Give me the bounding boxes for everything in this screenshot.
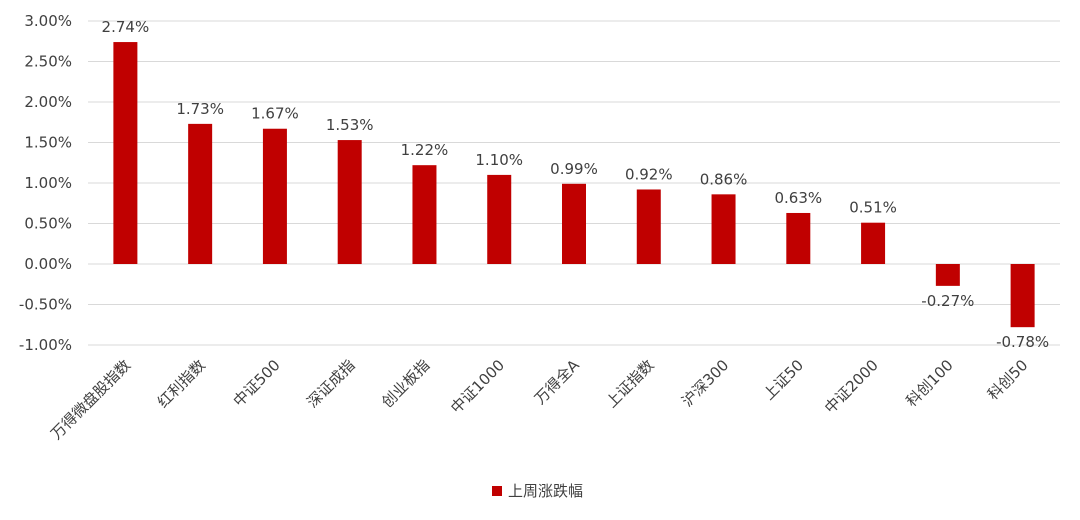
bar	[262, 128, 287, 264]
y-tick-label: 0.00%	[24, 255, 72, 273]
x-tick-label: 中证2000	[821, 356, 882, 417]
data-label: 2.74%	[102, 18, 150, 36]
y-tick-label: 0.50%	[24, 215, 72, 233]
data-label: 0.86%	[700, 170, 748, 188]
bars	[113, 42, 1035, 328]
gridlines	[88, 20, 1060, 346]
x-tick-label: 上证50	[760, 356, 807, 403]
legend: 上周涨跌幅	[492, 482, 583, 500]
x-tick-label: 中证500	[230, 356, 284, 410]
y-tick-label: 1.50%	[24, 134, 72, 152]
bar	[412, 165, 437, 264]
x-tick-label: 深证成指	[303, 356, 358, 411]
data-label: 1.10%	[475, 151, 523, 169]
y-tick-label: -1.00%	[19, 336, 72, 354]
data-label: -0.27%	[921, 292, 974, 310]
bar	[935, 264, 960, 286]
data-label: 1.73%	[176, 100, 224, 118]
data-labels: 2.74% 1.73% 1.67% 1.53% 1.22% 1.10% 0.99% 0.92%…	[102, 18, 1050, 351]
bar	[113, 42, 138, 265]
bar	[487, 174, 512, 264]
bar	[861, 222, 886, 264]
bar	[1010, 264, 1035, 328]
data-label: 0.63%	[774, 189, 822, 207]
data-label: 0.92%	[625, 165, 673, 183]
x-axis: 万得微盘股指数 红利指数 中证500 深证成指 创业板指 中证1000 万得全A 上证指数 沪深…	[47, 356, 1031, 444]
y-tick-label: 2.50%	[24, 53, 72, 71]
data-label: 1.67%	[251, 105, 299, 123]
x-tick-label: 沪深300	[678, 356, 732, 410]
legend-label: 上周涨跌幅	[508, 482, 583, 500]
x-tick-label: 万得全A	[531, 356, 583, 408]
bar	[711, 194, 736, 264]
y-tick-label: 3.00%	[24, 12, 72, 30]
y-tick-label: -0.50%	[19, 296, 72, 314]
x-tick-label: 红利指数	[154, 356, 209, 411]
x-tick-label: 万得微盘股指数	[47, 356, 134, 443]
x-tick-label: 科创50	[984, 356, 1031, 403]
y-tick-label: 1.00%	[24, 174, 72, 192]
y-tick-label: 2.00%	[24, 93, 72, 111]
bar	[337, 140, 362, 264]
bar	[562, 183, 586, 264]
bar	[786, 212, 811, 264]
data-label: -0.78%	[996, 333, 1049, 351]
x-tick-label: 科创100	[902, 356, 956, 410]
x-tick-label: 中证1000	[447, 356, 508, 417]
data-label: 1.53%	[326, 116, 374, 134]
bar	[188, 123, 213, 265]
x-tick-label: 创业板指	[378, 356, 433, 411]
legend-swatch	[492, 486, 502, 496]
data-label: 0.99%	[550, 160, 598, 178]
data-label: 0.51%	[849, 199, 897, 217]
bar	[636, 189, 661, 264]
x-tick-label: 上证指数	[602, 356, 657, 411]
data-label: 1.22%	[401, 141, 449, 159]
y-axis: 3.00% 2.50% 2.00% 1.50% 1.00% 0.50% 0.00% -0.50…	[19, 12, 72, 354]
